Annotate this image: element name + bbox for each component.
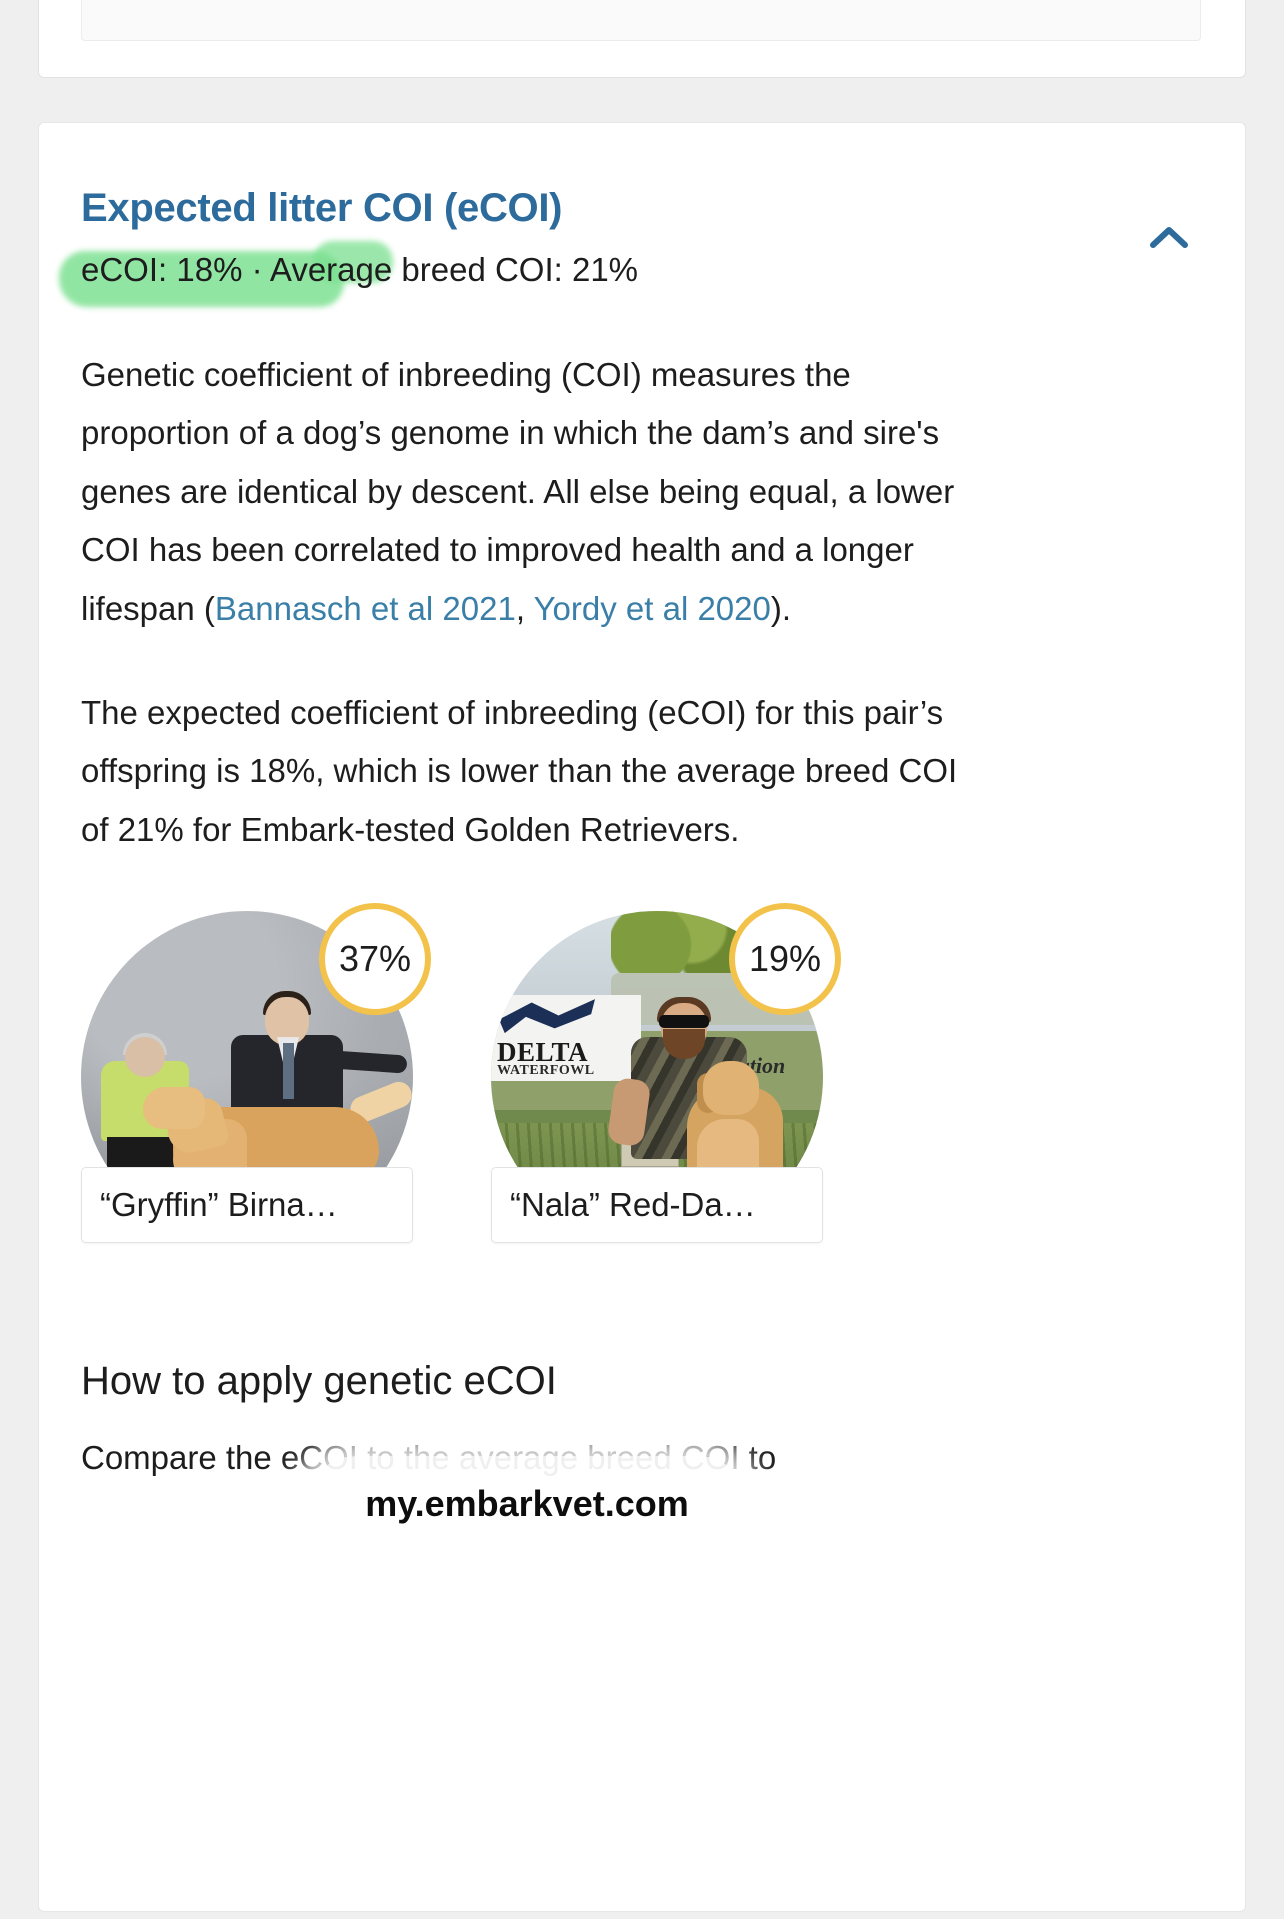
dog-card-sire[interactable]: 37% “Gryffin” Birna… [81, 903, 431, 1251]
banner-title: DELTA [497, 1037, 589, 1068]
citation-separator: , [515, 589, 534, 627]
coi-badge-gryffin: 37% [319, 903, 431, 1016]
dog-name-gryffin[interactable]: “Gryffin” Birna… [81, 1167, 413, 1244]
ecoi-section-header: Expected litter COI (eCOI) eCOI: 18% · A… [39, 123, 1245, 307]
photo-element [143, 1087, 205, 1130]
dog-card-dam[interactable]: DELTA WATERFOWL ers Organization 19% [491, 903, 841, 1251]
green-highlight-marker-tail [313, 241, 393, 283]
banner-subtitle: WATERFOWL [497, 1063, 595, 1079]
delta-waterfowl-banner [491, 995, 641, 1082]
previous-section-card [38, 0, 1246, 78]
chevron-up-icon[interactable] [1141, 211, 1197, 267]
coi-badge-nala: 19% [729, 903, 841, 1016]
coi-definition-text: Genetic coefficient of inbreeding (COI) … [81, 355, 955, 627]
photo-element [283, 1043, 294, 1100]
subtitle-container: eCOI: 18% · Average breed COI: 21% [59, 241, 639, 307]
dog-name-nala[interactable]: “Nala” Red-Da… [491, 1167, 823, 1244]
ecoi-explanation-paragraph: The expected coefficient of inbreeding (… [81, 693, 958, 848]
photo-element [703, 1061, 759, 1116]
bannasch-citation-link[interactable]: Bannasch et al 2021 [214, 589, 516, 627]
photo-element [659, 1015, 709, 1029]
url-toast: my.embarkvet.com [307, 1456, 747, 1552]
ecoi-summary-text: eCOI: 18% · Average breed COI: 21% [81, 251, 639, 288]
photo-element [125, 1037, 165, 1078]
howto-heading: How to apply genetic eCOI [81, 1359, 557, 1404]
yordy-citation-link[interactable]: Yordy et al 2020 [533, 589, 771, 627]
green-highlight-marker [59, 251, 344, 307]
coi-definition-tail: ). [770, 589, 792, 627]
previous-section-placeholder [81, 0, 1201, 41]
parent-pair-row: 37% “Gryffin” Birna… DELTA WATERFOWL ers… [39, 903, 1245, 1251]
page-title: Expected litter COI (eCOI) [81, 186, 563, 230]
photo-element [663, 1029, 705, 1060]
photo-element [611, 911, 741, 974]
ecoi-description: Genetic coefficient of inbreeding (COI) … [39, 292, 1245, 859]
ecoi-section-card: Expected litter COI (eCOI) eCOI: 18% · A… [38, 122, 1246, 1912]
coi-definition-paragraph: Genetic coefficient of inbreeding (COI) … [81, 346, 986, 638]
